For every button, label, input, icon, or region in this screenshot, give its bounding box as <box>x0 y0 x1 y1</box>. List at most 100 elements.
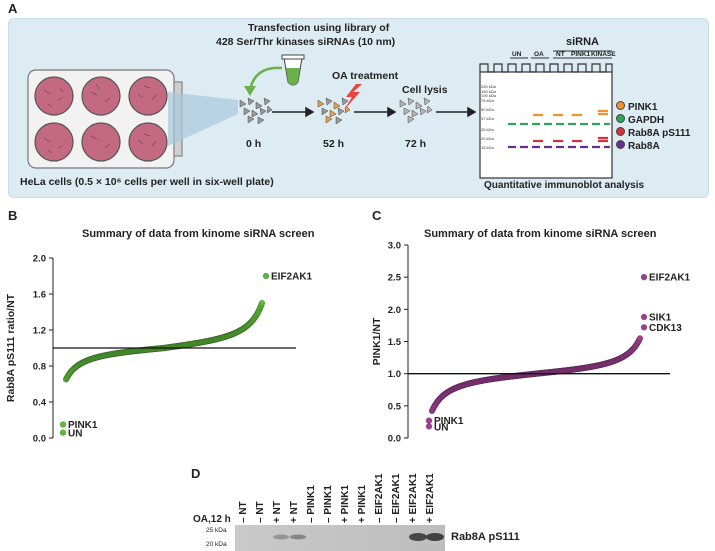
legend-swatch-pink1 <box>616 101 625 110</box>
y-tick-label: 2.0 <box>33 254 46 265</box>
lane-label-d-8: + PINK1 <box>357 485 368 523</box>
sirna-tube-icon <box>281 54 305 86</box>
chart-c-title: Summary of data from kinome siRNA screen <box>424 228 657 240</box>
y-tick-label: 2.0 <box>388 305 401 316</box>
highlight-label-sik1: SIK1 <box>649 313 672 324</box>
y-tick-label: 3.0 <box>388 241 401 252</box>
highlight-label-un: UN <box>434 422 448 433</box>
cell-cluster-0h <box>239 97 273 125</box>
lane-label-oa: OA <box>534 51 544 58</box>
lane-oa-10: – <box>391 517 402 523</box>
sirna-header: siRNA <box>566 36 600 48</box>
y-tick-label: 1.5 <box>388 337 402 348</box>
lane-label-d-3: + NT <box>272 501 283 523</box>
cell-cluster-52h <box>317 97 351 125</box>
lane-sirna-4: NT <box>289 501 300 518</box>
lane-label-d-6: – PINK1 <box>323 485 334 523</box>
y-tick-label: 1.0 <box>388 369 401 380</box>
highlight-label-pink1: PINK1 <box>434 416 464 427</box>
lane-label-d-4: + NT <box>289 501 300 523</box>
six-well-plate <box>27 69 183 169</box>
mw-marker-25: 25 kDa <box>206 527 227 534</box>
lane-label-pink1: PINK1 <box>571 51 591 58</box>
lane-sirna-11: EIF2AK1 <box>408 473 419 518</box>
highlight-point-un <box>59 429 67 436</box>
oa-lightning-icon <box>344 84 362 110</box>
y-tick-label: 2.5 <box>388 273 402 284</box>
mw-50: 50 kDa <box>481 106 494 112</box>
lane-oa-9: – <box>374 517 385 523</box>
lane-oa-11: + <box>408 517 419 523</box>
lane-oa-7: + <box>340 517 351 523</box>
highlight-point-pink1 <box>59 421 67 428</box>
transfection-label-line1: Transfection using library of <box>248 22 390 34</box>
mw-37: 37 kDa <box>481 115 494 121</box>
lane-label-d-1: – NT <box>238 501 249 523</box>
mw-marker-20: 20 kDa <box>206 541 227 548</box>
lane-sirna-3: NT <box>272 501 283 518</box>
oa-row-label: OA,12 h <box>193 514 231 525</box>
highlight-point-un <box>425 423 433 430</box>
lane-sirna-8: PINK1 <box>357 484 368 518</box>
highlight-point-cdk13 <box>640 324 648 331</box>
immunoblot-d <box>235 525 445 551</box>
legend-swatch-gapdh <box>616 114 625 123</box>
highlight-label-cdk13: CDK13 <box>649 323 682 334</box>
immunoblot-caption: Quantitative immunoblot analysis <box>484 180 645 191</box>
lane-oa-12: + <box>425 517 436 523</box>
data-point <box>636 335 644 342</box>
lane-sirna-6: PINK1 <box>323 485 334 518</box>
legend-label-pink1: PINK1 <box>628 102 658 113</box>
y-tick-label: 0.4 <box>33 398 47 409</box>
mw-250: 250 kDa <box>481 84 496 89</box>
legend-swatch-rab8a-ps111 <box>616 127 625 136</box>
cell-lysis-label: Cell lysis <box>402 84 448 96</box>
lane-label-d-2: – NT <box>255 501 266 523</box>
lane-sirna-5: PINK1 <box>306 485 317 518</box>
legend-label-rab8a: Rab8A <box>628 141 660 152</box>
lane-label-d-12: + EIF2AK1 <box>425 473 436 523</box>
hela-caption: HeLa cells (0.5 × 10⁶ cells per well in … <box>20 176 274 188</box>
time-label-0h: 0 h <box>246 138 262 150</box>
highlight-label-eif2ak1: EIF2AK1 <box>271 272 313 283</box>
band-lane-12 <box>426 533 444 541</box>
y-tick-label: 0.8 <box>33 362 46 373</box>
lane-sirna-10: EIF2AK1 <box>391 473 402 518</box>
lane-label-kinase: KINASE <box>591 51 616 58</box>
transfection-label-line2: 428 Ser/Thr kinases siRNAs (10 nm) <box>216 36 396 48</box>
magnify-funnel <box>168 92 238 146</box>
y-axis-label: PINK1/NT <box>371 317 383 365</box>
y-tick-label: 1.6 <box>33 290 46 301</box>
lane-sirna-9: EIF2AK1 <box>374 473 385 518</box>
chart-b-title: Summary of data from kinome siRNA screen <box>82 228 315 240</box>
lane-oa-6: – <box>323 517 334 523</box>
lane-oa-2: – <box>255 517 266 523</box>
mw-20: 20 kDa <box>481 135 494 141</box>
band-lane-11 <box>409 533 427 541</box>
highlight-point-eif2ak1 <box>262 272 270 280</box>
lane-oa-5: – <box>306 517 317 523</box>
legend-item-rab8a-ps111: Rab8A pS111 <box>616 127 690 140</box>
lane-sirna-1: NT <box>238 501 249 518</box>
chart-c: 0.0 0.5 1.0 1.5 2.0 2.5 3.0 PINK1/NT EIF2AK1 SIK1… <box>371 241 691 445</box>
immunoblot-schematic <box>479 50 613 179</box>
lane-label-d-7: + PINK1 <box>340 485 351 523</box>
mw-15: 15 kDa <box>481 144 494 150</box>
lane-sirna-7: PINK1 <box>340 484 351 518</box>
lane-oa-4: + <box>289 517 300 523</box>
lane-sirna-12: EIF2AK1 <box>425 473 436 518</box>
y-axis-label: Rab8A pS111 ratio/NT <box>5 293 17 402</box>
lane-oa-8: + <box>357 517 368 523</box>
band-lane-3 <box>273 534 289 540</box>
band-lane-4 <box>290 534 306 540</box>
highlight-label-eif2ak1: EIF2AK1 <box>649 273 691 284</box>
band-label-rab8a-ps111: Rab8A pS111 <box>451 531 520 543</box>
oa-treatment-label: OA treatment <box>332 70 399 82</box>
panel-letter-d: D <box>191 466 201 481</box>
legend-swatch-rab8a <box>616 140 625 149</box>
mw-100: 100 kDa <box>481 93 496 99</box>
lane-label-d-5: – PINK1 <box>306 485 317 523</box>
lane-label-un: UN <box>512 51 522 58</box>
legend-label-rab8a-ps111: Rab8A pS111 <box>628 128 691 139</box>
chart-b: 0.0 0.4 0.8 1.2 1.6 2.0 Rab8A pS111 ratio/NT EI… <box>5 254 313 445</box>
